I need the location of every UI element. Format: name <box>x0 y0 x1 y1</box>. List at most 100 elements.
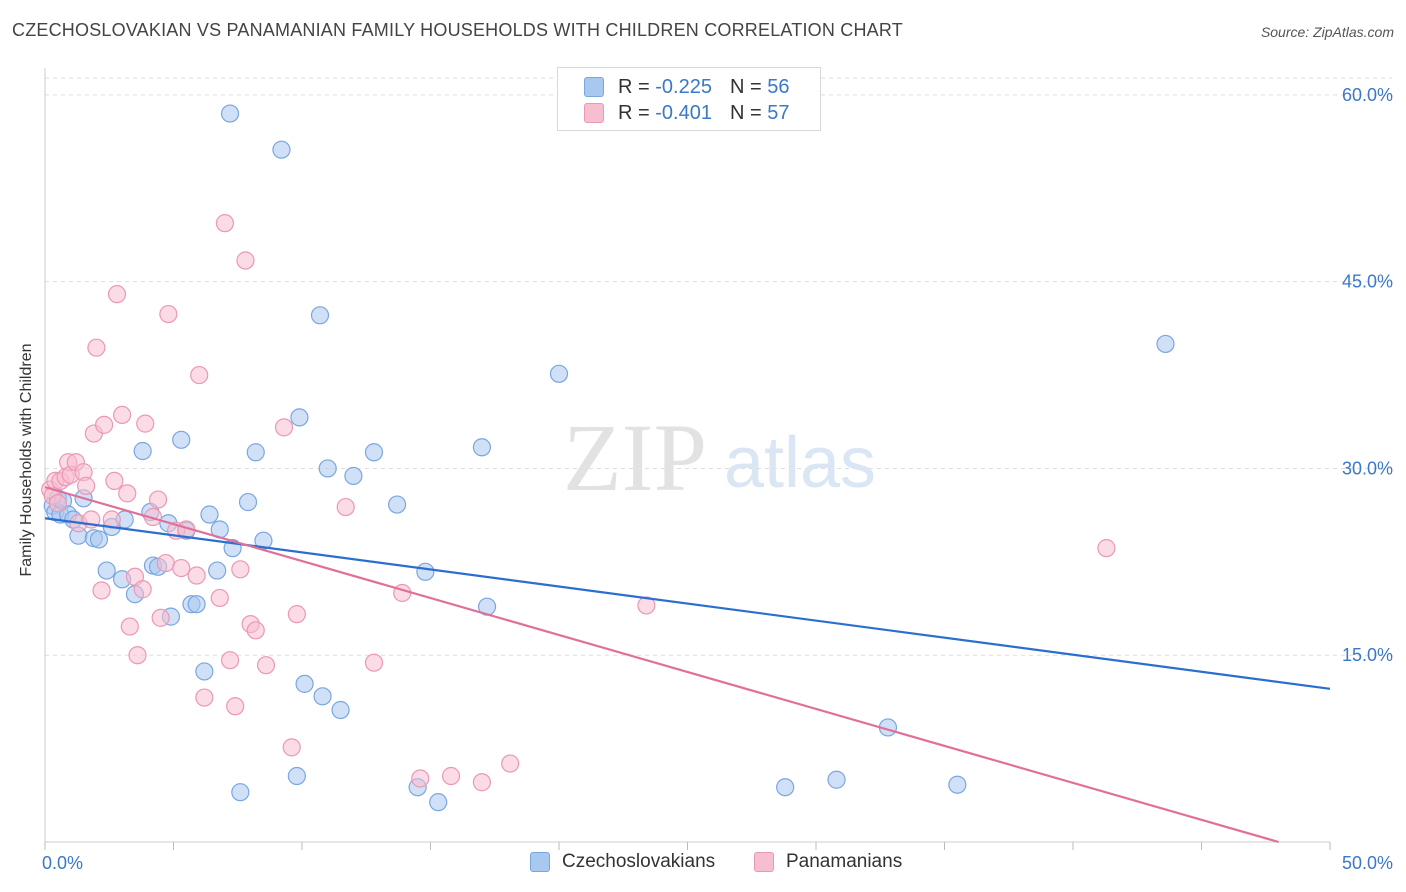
point-panamanians <box>231 560 250 579</box>
point-panamanians <box>172 558 191 578</box>
point-panamanians <box>151 608 170 627</box>
point-czechoslovakians <box>220 104 240 123</box>
bottom-legend-label-panamanians: Panamanians <box>786 851 903 872</box>
point-panamanians <box>112 405 132 425</box>
point-panamanians <box>287 605 306 624</box>
point-panamanians <box>1097 539 1116 558</box>
legend-row-czechoslovakians: R = -0.225 N = 56 <box>584 74 789 100</box>
x-tick-label: 50.0% <box>1342 853 1393 873</box>
legend-swatch-czechoslovakians <box>584 77 604 97</box>
point-panamanians <box>282 738 301 757</box>
point-czechoslovakians <box>776 778 795 797</box>
legend-n-label: N = <box>729 101 762 124</box>
trend-line-panamanians <box>44 486 1279 844</box>
point-panamanians <box>120 617 139 636</box>
point-panamanians <box>441 766 461 786</box>
point-czechoslovakians <box>429 793 448 812</box>
point-panamanians <box>133 580 152 599</box>
y-axis-label-wrap: Family Households with Children <box>18 227 36 577</box>
point-czechoslovakians <box>313 687 332 706</box>
point-czechoslovakians <box>195 662 214 681</box>
point-panamanians <box>190 365 209 385</box>
point-czechoslovakians <box>387 495 407 514</box>
point-panamanians <box>274 418 294 437</box>
trend-lines <box>44 486 1331 844</box>
point-panamanians <box>107 285 127 304</box>
point-panamanians <box>246 621 265 640</box>
watermark-zip: ZIP <box>563 404 707 511</box>
point-czechoslovakians <box>549 364 569 383</box>
legend-n-label: N = <box>729 75 762 98</box>
point-czechoslovakians <box>472 438 491 457</box>
point-czechoslovakians <box>89 530 109 549</box>
legend-row-panamanians: R = -0.401 N = 57 <box>584 100 789 126</box>
watermark: ZIP atlas <box>563 404 876 511</box>
point-panamanians <box>472 773 491 792</box>
tick-labels: 15.0% 30.0% 45.0% 60.0% 0.0% 50.0% <box>42 85 1393 873</box>
point-panamanians <box>393 583 412 603</box>
point-czechoslovakians <box>287 766 306 786</box>
y-tick-label: 15.0% <box>1342 645 1393 665</box>
point-panamanians <box>256 656 276 675</box>
point-panamanians <box>226 697 245 716</box>
axes <box>44 68 1331 850</box>
point-czechoslovakians <box>290 408 309 427</box>
watermark-atlas: atlas <box>724 423 876 503</box>
point-panamanians <box>637 596 656 615</box>
point-panamanians <box>236 251 255 270</box>
y-tick-label: 60.0% <box>1342 85 1393 105</box>
point-czechoslovakians <box>310 306 330 325</box>
point-czechoslovakians <box>827 770 846 789</box>
legend-r-label: R = <box>618 101 650 124</box>
point-czechoslovakians <box>344 466 363 486</box>
legend-r-value-czechoslovakians: -0.225 <box>655 75 712 98</box>
series-panamanians-points <box>41 214 1116 792</box>
bottom-legend-label-czechoslovakians: Czechoslovakians <box>562 851 716 872</box>
bottom-legend-panamanians: Panamanians <box>754 851 902 873</box>
point-czechoslovakians <box>200 505 219 524</box>
point-panamanians <box>215 214 234 233</box>
point-panamanians <box>210 588 229 608</box>
bottom-legend-swatch-panamanians <box>754 852 774 872</box>
point-panamanians <box>92 581 111 600</box>
point-panamanians <box>87 338 106 357</box>
point-czechoslovakians <box>1156 334 1175 354</box>
point-czechoslovakians <box>172 430 191 449</box>
chart-title: CZECHOSLOVAKIAN VS PANAMANIAN FAMILY HOU… <box>12 20 903 40</box>
legend-r-value-panamanians: -0.401 <box>655 101 712 124</box>
point-panamanians <box>77 476 96 495</box>
bottom-legend-czechoslovakians: Czechoslovakians <box>530 851 715 873</box>
point-panamanians <box>336 497 355 517</box>
y-axis-label: Family Households with Children <box>18 343 35 577</box>
point-czechoslovakians <box>187 595 206 614</box>
point-panamanians <box>220 651 240 670</box>
y-tick-label: 30.0% <box>1342 458 1393 478</box>
point-panamanians <box>128 646 147 665</box>
point-czechoslovakians <box>231 783 250 802</box>
x-tick-label: 0.0% <box>42 853 83 873</box>
point-panamanians <box>136 414 155 433</box>
point-czechoslovakians <box>272 140 291 159</box>
trend-line-czechoslovakians <box>44 517 1331 690</box>
point-czechoslovakians <box>133 441 152 461</box>
point-czechoslovakians <box>948 775 967 794</box>
legend-n-value-panamanians: 57 <box>767 101 790 124</box>
point-czechoslovakians <box>97 561 116 580</box>
point-czechoslovakians <box>295 674 314 693</box>
point-panamanians <box>118 484 137 503</box>
point-czechoslovakians <box>246 443 265 462</box>
point-panamanians <box>364 653 384 672</box>
point-panamanians <box>159 304 178 324</box>
point-panamanians <box>195 688 214 707</box>
source-label: Source: ZipAtlas.com <box>1260 24 1394 40</box>
legend-r-label: R = <box>618 75 650 98</box>
point-czechoslovakians <box>208 561 227 580</box>
legend-n-value-czechoslovakians: 56 <box>767 75 790 98</box>
point-panamanians <box>501 754 520 773</box>
point-panamanians <box>148 490 168 509</box>
point-czechoslovakians <box>238 492 258 512</box>
point-panamanians <box>156 553 175 573</box>
point-czechoslovakians <box>416 562 435 581</box>
correlation-legend: R = -0.225 N = 56 R = -0.401 N = 57 <box>557 67 821 131</box>
